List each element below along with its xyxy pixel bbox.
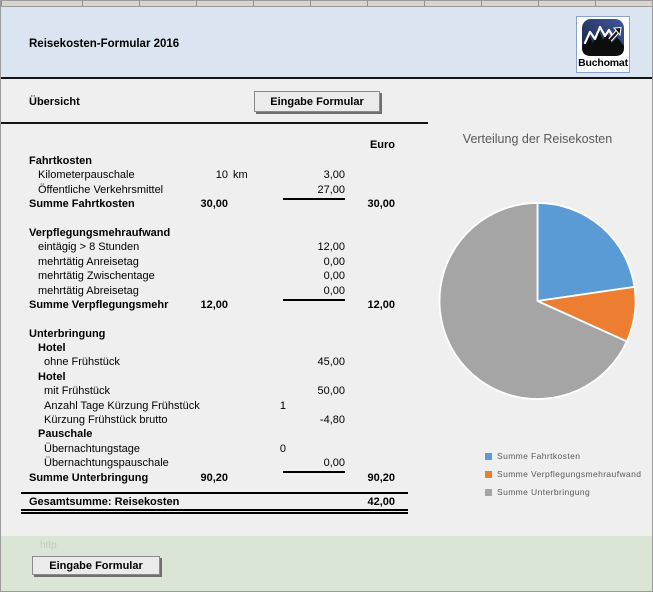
row-label: Gesamtsumme: Reisekosten <box>29 495 180 508</box>
eingabe-formular-button-bottom[interactable]: Eingabe Formular <box>32 556 160 575</box>
row-label: ohne Frühstück <box>44 356 120 369</box>
cell-euro: Euro <box>369 139 395 151</box>
column-header-strip <box>1 1 652 7</box>
row-label: Summe Fahrtkosten <box>29 198 135 211</box>
table-row: Hotel <box>21 370 408 384</box>
table-row: Öffentliche Verkehrsmittel 27,00 <box>21 183 408 200</box>
expense-table: Euro Fahrtkosten Kilometerpauschale 10 km 3,0… <box>21 138 408 514</box>
cell-amount-c: 27,00 <box>283 184 345 200</box>
table-row: Summe Unterbringung 90,20 90,20 <box>21 471 408 485</box>
cell-amount-c: 0,00 <box>283 457 345 474</box>
form-header: Reisekosten-Formular 2016 Buchomat <box>1 7 652 79</box>
buchomat-logo-label: Buchomat <box>578 57 628 69</box>
faint-http-text: http <box>40 540 57 551</box>
eingabe-formular-button-top[interactable]: Eingabe Formular <box>254 91 380 112</box>
row-label: mit Frühstück <box>44 385 111 398</box>
legend-swatch-icon <box>485 488 492 496</box>
cell-euro: 42,00 <box>367 495 395 508</box>
toolbar-divider <box>1 122 428 124</box>
table-row: Unterbringung <box>21 327 408 341</box>
table-row: mehrtätig Zwischentage 0,00 <box>21 269 408 283</box>
row-label: Hotel <box>38 370 66 383</box>
cell-amount-c: 3,00 <box>323 169 345 182</box>
row-label: Verpflegungsmehraufwand <box>29 226 171 239</box>
pie-chart <box>438 202 637 400</box>
row-label: Kilometerpauschale <box>38 169 135 182</box>
total-row: Gesamtsumme: Reisekosten 42,00 <box>21 491 408 514</box>
cell-unit: km <box>233 169 248 182</box>
row-label: Öffentliche Verkehrsmittel <box>38 183 164 196</box>
spacer-row <box>21 485 408 492</box>
table-row: Hotel <box>21 341 408 355</box>
spacer-row <box>21 312 408 326</box>
cell-amount-a: 10 <box>215 169 228 182</box>
table-row: Pauschale <box>21 427 408 441</box>
table-row: Euro <box>21 138 408 154</box>
row-label: eintägig > 8 Stunden <box>38 241 140 254</box>
pie-slice-1 <box>536 285 637 343</box>
cell-amount-a: 90,20 <box>200 471 228 484</box>
cell-amount-c: -4,80 <box>319 414 345 427</box>
cell-amount-c: 0,00 <box>323 255 345 268</box>
cell-amount-c: 50,00 <box>317 385 345 398</box>
table-row: ohne Frühstück 45,00 <box>21 355 408 369</box>
table-row: Übernachtungstage 0 <box>21 442 408 456</box>
buchomat-logo-icon <box>582 19 624 56</box>
buchomat-logo: Buchomat <box>576 16 630 73</box>
cell-amount-c: 0,00 <box>323 270 345 283</box>
cell-amount-a: 30,00 <box>200 198 228 211</box>
table-row: Kürzung Frühstück brutto -4,80 <box>21 413 408 427</box>
spacer-row <box>21 212 408 226</box>
row-label: Hotel <box>38 342 66 355</box>
cell-amount-c: 45,00 <box>317 356 345 369</box>
uebersicht-label: Übersicht <box>29 96 80 108</box>
table-row: Kilometerpauschale 10 km 3,00 <box>21 168 408 182</box>
cell-euro: 12,00 <box>367 298 395 311</box>
table-row: Übernachtungspauschale 0,00 <box>21 456 408 474</box>
page-title: Reisekosten-Formular 2016 <box>29 38 180 50</box>
legend-item: Summe Verpflegungsmehraufwand <box>485 469 641 479</box>
chart-title: Verteilung der Reisekosten <box>462 132 613 146</box>
row-label: Pauschale <box>38 428 93 441</box>
table-row: Anzahl Tage Kürzung Frühstück 1 <box>21 399 408 413</box>
table-row: Verpflegungsmehraufwand <box>21 226 408 240</box>
row-label: Fahrtkosten <box>29 155 92 167</box>
table-row: mit Frühstück 50,00 <box>21 384 408 398</box>
legend-label: Summe Unterbringung <box>497 487 591 497</box>
cell-amount-a: 12,00 <box>200 298 228 311</box>
chart-legend: Summe Fahrtkosten Summe Verpflegungsmehra… <box>485 451 641 505</box>
legend-item: Summe Unterbringung <box>485 487 641 497</box>
row-label: mehrtätig Anreisetag <box>38 255 139 268</box>
cell-euro: 30,00 <box>367 198 395 211</box>
table-row: Summe Fahrtkosten 30,00 30,00 <box>21 197 408 211</box>
row-label: Unterbringung <box>29 327 106 340</box>
cell-amount-c: 12,00 <box>317 241 345 254</box>
table-row: mehrtätig Abreisetag 0,00 <box>21 284 408 301</box>
legend-swatch-icon <box>485 452 492 460</box>
pie-slice-0 <box>536 202 636 302</box>
table-row: Summe Verpflegungsmehr 12,00 12,00 <box>21 298 408 312</box>
row-label: Summe Verpflegungsmehr <box>29 298 169 311</box>
pie-slice-2 <box>438 202 628 400</box>
legend-label: Summe Verpflegungsmehraufwand <box>497 469 642 479</box>
legend-swatch-icon <box>485 470 492 478</box>
legend-label: Summe Fahrtkosten <box>497 451 581 461</box>
table-row: Fahrtkosten <box>21 154 408 168</box>
legend-item: Summe Fahrtkosten <box>485 451 641 461</box>
cell-amount-b: 1 <box>279 399 286 412</box>
cell-amount-b: 0 <box>279 442 286 455</box>
table-row: eintägig > 8 Stunden 12,00 <box>21 240 408 254</box>
cell-amount-c: 0,00 <box>283 285 345 301</box>
cell-euro: 90,20 <box>367 471 395 484</box>
table-row: mehrtätig Anreisetag 0,00 <box>21 255 408 269</box>
row-label: mehrtätig Zwischentage <box>38 270 155 283</box>
row-label: Anzahl Tage Kürzung Frühstück <box>44 399 200 412</box>
row-label: Übernachtungspauschale <box>44 457 169 470</box>
row-label: Übernachtungstage <box>44 442 141 455</box>
row-label: mehrtätig Abreisetag <box>38 284 139 297</box>
row-label: Summe Unterbringung <box>29 471 149 484</box>
row-label: Kürzung Frühstück brutto <box>44 414 168 427</box>
